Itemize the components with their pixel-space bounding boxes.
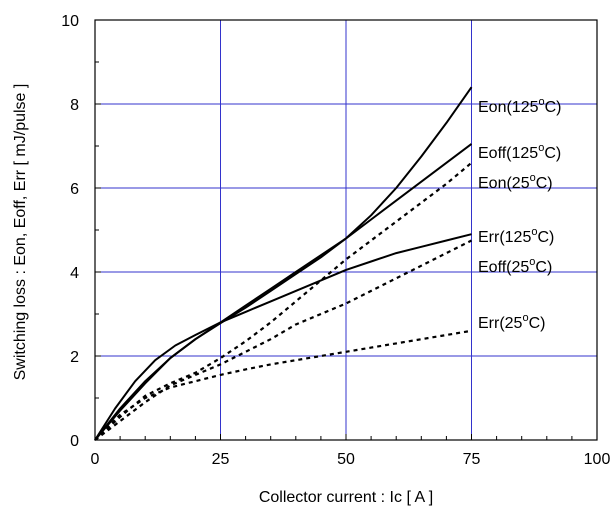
degree-sup: o: [522, 312, 528, 324]
x-tick-labels: 0 25 50 75 100: [91, 451, 610, 468]
degree-sup: o: [538, 142, 544, 154]
series-label-3: Err(125oC): [478, 226, 554, 246]
series-line-0: [94, 86, 473, 441]
axis-ticks: [94, 19, 598, 441]
series-label-unit: C): [529, 315, 546, 332]
series-label-text: Eoff(125: [478, 145, 538, 162]
series-label-4: Eoff(25oC): [478, 256, 552, 276]
series-label-unit: C): [537, 229, 554, 246]
series-lines: [94, 86, 473, 441]
y-axis-title: Switching loss : Eon, Eoff, Err [ mJ/pul…: [12, 84, 29, 381]
y-tick-label: 10: [61, 13, 79, 30]
series-labels: Eon(125oC)Eoff(125oC)Eon(25oC)Err(125oC)…: [478, 96, 562, 332]
y-tick-label: 6: [70, 181, 79, 198]
y-tick-labels: 0 2 4 6 8 10: [61, 13, 79, 450]
series-label-1: Eoff(125oC): [478, 142, 561, 162]
x-tick-label: 0: [91, 451, 100, 468]
y-tick-label: 0: [70, 433, 79, 450]
series-label-5: Err(25oC): [478, 312, 545, 332]
grid: [95, 20, 597, 440]
series-label-2: Eon(25oC): [478, 172, 553, 192]
series-label-text: Eon(125: [478, 99, 539, 116]
series-label-0: Eon(125oC): [478, 96, 562, 116]
series-label-text: Err(125: [478, 229, 531, 246]
series-label-unit: C): [535, 259, 552, 276]
series-label-text: Eon(25: [478, 175, 530, 192]
series-label-unit: C): [544, 145, 561, 162]
degree-sup: o: [539, 96, 545, 108]
series-label-unit: C): [545, 99, 562, 116]
series-label-unit: C): [536, 175, 553, 192]
y-tick-label: 2: [70, 349, 79, 366]
series-line-3: [94, 233, 472, 441]
y-tick-label: 8: [70, 97, 79, 114]
x-tick-label: 100: [584, 451, 610, 468]
series-label-text: Err(25: [478, 315, 523, 332]
degree-sup: o: [531, 226, 537, 238]
y-tick-label: 4: [70, 265, 79, 282]
series-line-1: [94, 143, 473, 441]
degree-sup: o: [530, 172, 536, 184]
series-line-5: [94, 329, 472, 441]
degree-sup: o: [529, 256, 535, 268]
x-tick-label: 25: [212, 451, 230, 468]
series-line-2: [94, 161, 473, 441]
x-tick-label: 75: [463, 451, 481, 468]
x-axis-title: Collector current : Ic [ A ]: [259, 489, 433, 506]
series-line-4: [94, 239, 472, 441]
series-label-text: Eoff(25: [478, 259, 529, 276]
x-tick-label: 50: [337, 451, 355, 468]
